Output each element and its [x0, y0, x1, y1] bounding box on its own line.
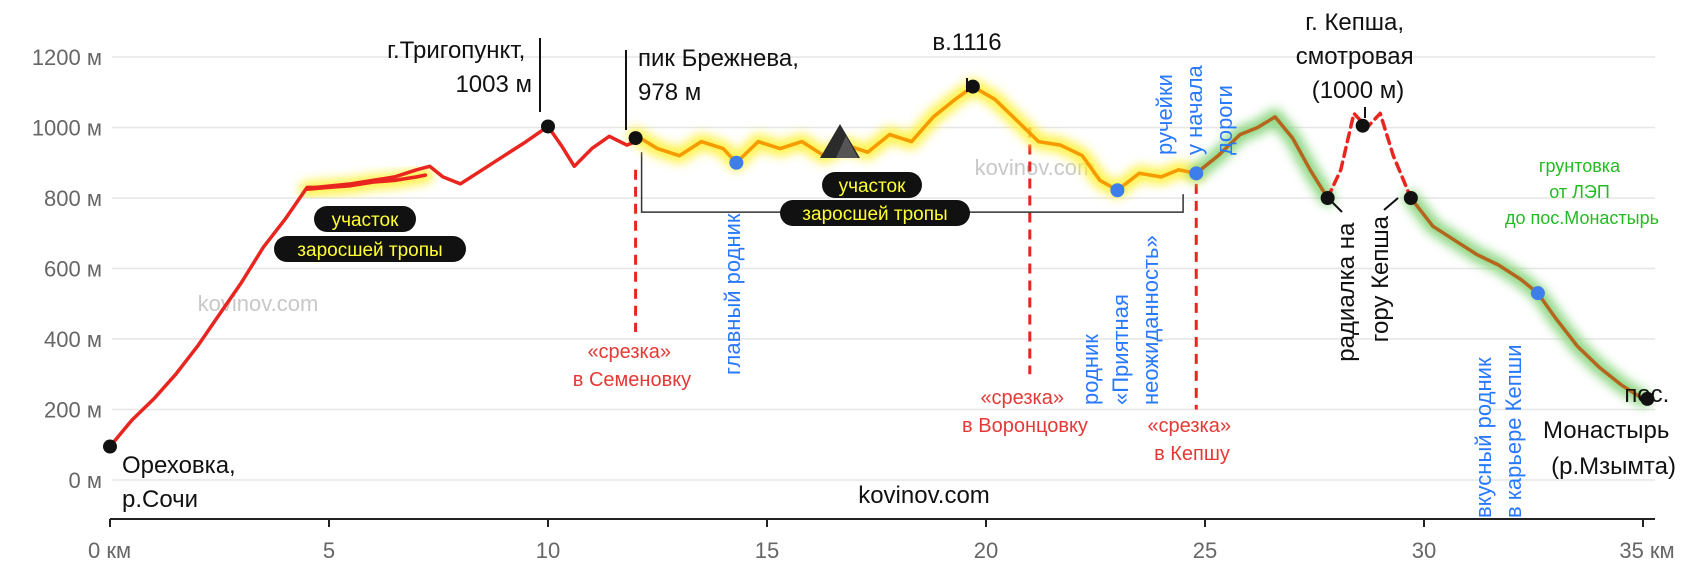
x-axis-ticks: 0 км 5 10 15 20 25 30 35 км [88, 519, 1675, 563]
source-label: kovinov.com [858, 482, 990, 509]
svg-text:участок: участок [332, 210, 400, 231]
y-tick-label: 800 м [44, 186, 102, 211]
watermark-1: kovinov.com [198, 291, 319, 316]
x-tick-label: 30 [1412, 538, 1436, 563]
waypoints [103, 79, 1655, 454]
x-tick-label: 15 [755, 538, 779, 563]
y-tick-label: 0 м [69, 468, 102, 493]
label-start: Ореховка, р.Сочи [122, 452, 242, 513]
spring-marker [1530, 286, 1545, 301]
summit-marker [1320, 191, 1335, 205]
y-tick-label: 400 м [44, 327, 102, 352]
y-tick-label: 1000 м [32, 116, 102, 141]
y-tick-label: 200 м [44, 398, 102, 423]
label-dirt-road: грунтовка от ЛЭП до пос.Монастырь [1505, 156, 1659, 228]
label-brezhnev: пик Брежнева, 978 м [638, 45, 806, 106]
label-main-spring: главный родник [720, 213, 745, 375]
series-line-ridge [633, 84, 1198, 192]
label-cut-semenovka: «срезка» в Семеновку [573, 341, 691, 391]
summit-marker [1355, 118, 1370, 133]
svg-text:участок: участок [839, 176, 907, 197]
label-trigopunkt: г.Тригопункт, 1003 м [387, 37, 532, 98]
label-kepsha: г. Кепша, смотровая (1000 м) [1296, 9, 1421, 104]
highlight-overgrown-1: участок заросшей тропы [274, 206, 466, 262]
summit-marker [1640, 391, 1655, 406]
label-end: пос. Монастырь (р.Мзымта) [1543, 381, 1676, 480]
y-axis-ticks: 0 м 200 м 400 м 600 м 800 м 1000 м 1200 м [32, 45, 102, 493]
summit-marker [541, 119, 555, 134]
label-cut-vorontsovka: «срезка» в Воронцовку [962, 387, 1088, 437]
series-line-forest-road [1194, 115, 1330, 200]
spring-marker [1189, 166, 1204, 181]
x-tick-label: 35 км [1619, 538, 1674, 563]
series-lines [108, 84, 1645, 449]
x-tick-label: 5 [323, 538, 335, 563]
x-tick-label: 10 [536, 538, 560, 563]
label-cut-kepsha: «срезка» в Кепшу [1147, 415, 1236, 465]
x-tick-label: 20 [974, 538, 998, 563]
series-line-descent [1409, 196, 1645, 401]
gridlines [112, 56, 1655, 481]
x-tick-label: 25 [1193, 538, 1217, 563]
label-streams: ручейки у начала дороги [1152, 59, 1237, 155]
svg-text:заросшей тропы: заросшей тропы [297, 240, 442, 261]
x-tick-label: 0 км [88, 538, 131, 563]
summit-marker [965, 79, 980, 94]
y-tick-label: 1200 м [32, 45, 102, 70]
summit-marker [1403, 191, 1418, 205]
series-line-overgrown-1 [305, 173, 428, 191]
tent-icon [820, 124, 860, 158]
label-radial: радиалка на гору Кепша [1333, 215, 1394, 361]
label-tasty-spring: вкусный родник в карьере Кепши [1471, 344, 1526, 518]
label-spring-surprise: родник «Приятная неожиданность» [1078, 235, 1163, 405]
leader-lines [539, 38, 1399, 213]
summit-marker [628, 131, 643, 146]
cutoff-lines [634, 127, 1198, 410]
svg-text:заросшей тропы: заросшей тропы [802, 204, 947, 225]
spring-marker [729, 155, 744, 170]
label-v1116: в.1116 [932, 29, 1001, 56]
series-line-ascent [108, 124, 638, 449]
summit-marker [103, 439, 117, 454]
y-tick-label: 600 м [44, 257, 102, 282]
series-glows [299, 78, 1651, 407]
spring-marker [1110, 183, 1125, 198]
highlight-overgrown-2: участок заросшей тропы [780, 172, 970, 226]
series-glow-descent [1402, 190, 1651, 407]
